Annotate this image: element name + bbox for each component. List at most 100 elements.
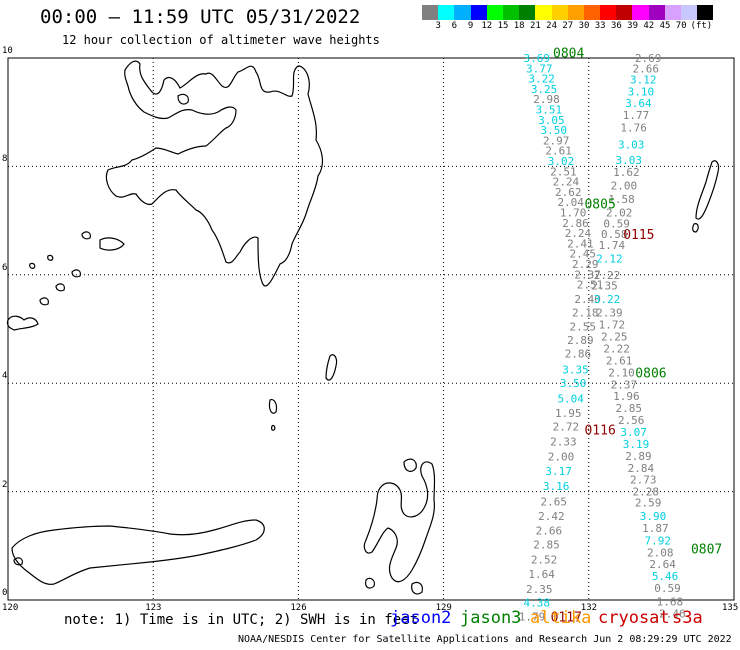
wave-height-value: 2.51 (550, 165, 577, 178)
wave-height-value: 2.33 (550, 436, 577, 449)
color-swatch (470, 5, 487, 20)
color-scale-tick: (ft) (690, 21, 713, 31)
wave-height-value: 2.98 (533, 93, 560, 106)
map-frame (7, 57, 735, 601)
map-subtitle: 12 hour collection of altimeter wave hei… (62, 33, 380, 47)
wave-height-value: 2.24 (565, 227, 592, 240)
halmahera-coast (363, 461, 436, 583)
wave-height-value: 1.95 (555, 407, 582, 420)
talaud-islands (325, 354, 338, 381)
units-note: note: 1) Time is in UTC; 2) SWH is in fe… (64, 612, 419, 628)
wave-height-value: 1.87 (642, 522, 669, 535)
pass-time-label: 0807 (691, 543, 722, 558)
wave-height-value: 0.59 (654, 582, 681, 595)
map-title: 00:00 – 11:59 UTC 05/31/2022 (40, 6, 361, 28)
wave-height-value: 2.52 (531, 553, 558, 566)
legend-jason2: jason2 (390, 608, 452, 628)
color-swatch (422, 5, 439, 20)
color-scale-tick: 9 (467, 21, 474, 31)
color-scale-tick: 33 (594, 21, 606, 31)
wave-height-value: 2.85 (533, 539, 560, 552)
wave-height-value: 1.76 (620, 121, 647, 134)
color-scale-tick: 6 (451, 21, 458, 31)
latitude-label: 6 (2, 262, 8, 273)
color-swatch (681, 5, 698, 20)
color-swatch (535, 5, 552, 20)
coastline (6, 60, 720, 595)
wave-height-value: 2.72 (553, 421, 580, 434)
color-swatch (632, 5, 649, 20)
color-scale-tick: 45 (659, 21, 671, 31)
wave-height-value: 1.96 (613, 390, 640, 403)
latitude-label: 2 (2, 479, 8, 490)
wave-height-value: 3.64 (625, 97, 652, 110)
wave-height-value: 2.89 (567, 334, 594, 347)
wave-height-value: 2.85 (616, 402, 643, 415)
color-scale-tick: 12 (481, 21, 493, 31)
wave-height-value: 2.08 (647, 546, 674, 559)
wave-height-value: 3.10 (628, 86, 655, 99)
wave-height-value: 1.62 (613, 166, 640, 179)
small-island-1 (177, 93, 189, 105)
wave-height-value: 1.74 (599, 239, 626, 252)
wave-height-value: 2.42 (538, 510, 565, 523)
wave-height-value: 3.69 (524, 52, 551, 65)
wave-height-points: 3.693.773.223.252.983.513.053.502.972.61… (519, 52, 686, 623)
wave-height-value: 2.51 (577, 279, 604, 292)
wave-height-value: 1.58 (608, 193, 635, 206)
color-scale-tick: 24 (546, 21, 558, 31)
wave-height-value: 3.50 (560, 377, 587, 390)
color-swatch (519, 5, 536, 20)
wave-height-value: 2.41 (567, 237, 594, 250)
wave-height-value: 1.70 (560, 206, 587, 219)
pass-time-label: 0116 (584, 423, 615, 438)
legend-cryosat: cryosat (598, 608, 670, 628)
wave-height-value: 2.35 (591, 280, 618, 293)
wave-height-value: 2.69 (635, 52, 662, 65)
wave-height-value: 2.22 (603, 343, 630, 356)
wave-height-value: 3.50 (541, 124, 568, 137)
longitude-label: 123 (145, 603, 162, 613)
color-swatch (502, 5, 520, 20)
wave-height-value: 2.89 (625, 450, 652, 463)
wave-height-value: 2.84 (628, 462, 655, 475)
wave-height-value: 3.35 (562, 364, 589, 377)
color-swatch (454, 5, 471, 20)
pass-labels: 0804 0805 0115 0806 0116 0807 0117 (551, 47, 723, 626)
color-swatch (551, 5, 568, 20)
wave-height-value: 5.46 (652, 570, 679, 583)
lat-lon-grid (7, 57, 735, 601)
wave-height-value: 2.61 (606, 354, 633, 367)
wave-height-value: 2.40 (574, 293, 601, 306)
wave-height-value: 2.37 (574, 268, 601, 281)
color-swatch (616, 5, 633, 20)
wave-height-value: 3.17 (545, 465, 572, 478)
longitude-label: 120 (2, 603, 19, 613)
wave-height-value: 3.25 (531, 83, 558, 96)
wave-height-value: 5.04 (557, 392, 584, 405)
color-swatch (486, 5, 503, 20)
wave-height-value: 2.86 (565, 347, 592, 360)
color-scale-tick: 27 (562, 21, 574, 31)
longitude-label: 129 (435, 603, 452, 613)
legend-jason3: jason3 (460, 608, 522, 628)
wave-height-value: 2.00 (611, 179, 638, 192)
pass-time-label: 0117 (551, 610, 582, 625)
wave-height-value: 1.77 (623, 109, 650, 122)
legend-altika: altika (530, 608, 592, 628)
wave-height-value: 2.35 (526, 583, 553, 596)
wave-height-value: 2.24 (553, 176, 580, 189)
wave-height-value: 1.79 (519, 610, 546, 623)
color-scale-tick: 18 (513, 21, 525, 31)
color-scale-tick: 3 (435, 21, 441, 31)
color-scale-bar (422, 5, 714, 20)
color-swatch (600, 5, 617, 20)
palau-islands (695, 160, 720, 220)
color-scale-tick: 39 (627, 21, 639, 31)
color-swatch (583, 5, 601, 20)
wave-height-value: 2.66 (632, 62, 659, 75)
wave-height-value: 2.04 (557, 196, 584, 209)
color-swatch (697, 5, 714, 20)
wave-height-value: 3.51 (536, 103, 563, 116)
